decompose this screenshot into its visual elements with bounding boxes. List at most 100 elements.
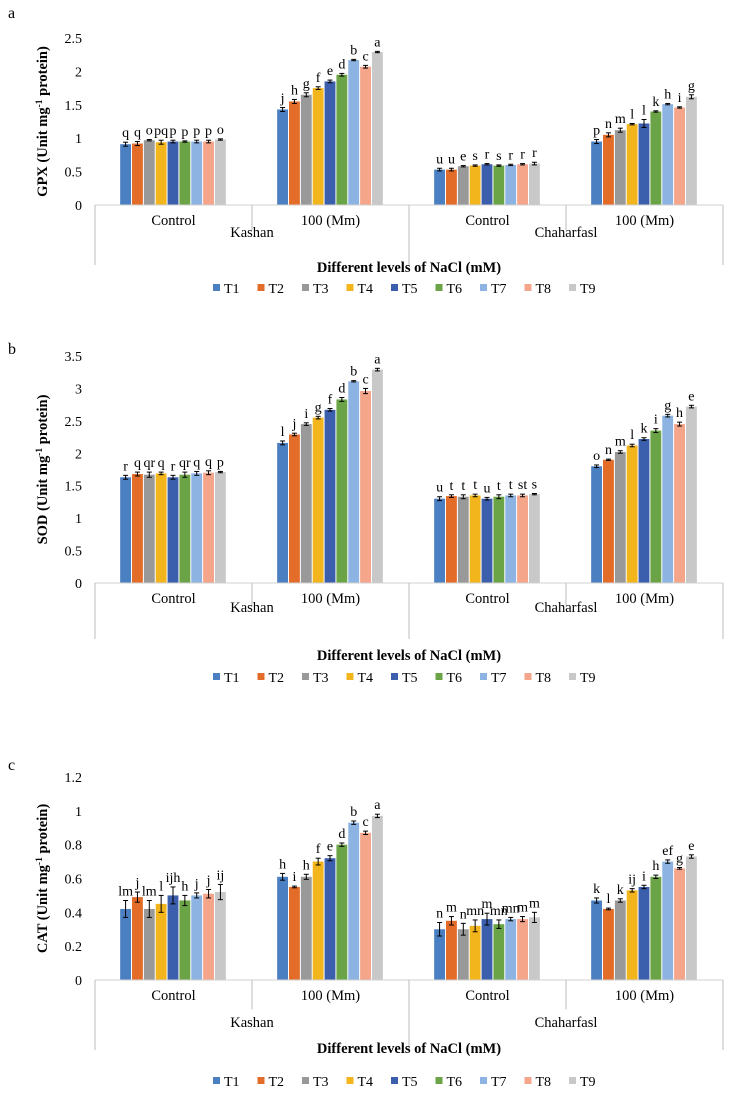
data-label: q [134, 126, 141, 141]
legend-swatch [391, 284, 398, 291]
bar [120, 477, 132, 583]
legend-swatch [391, 1077, 398, 1084]
bar [179, 900, 191, 980]
legend-label: T3 [313, 282, 329, 297]
data-label: q [205, 455, 212, 470]
bar [662, 415, 674, 583]
bar [312, 861, 324, 980]
legend-label: T6 [447, 671, 463, 686]
legend-swatch [302, 1077, 309, 1084]
legend-swatch [391, 673, 398, 680]
data-label: c [362, 49, 368, 64]
bar [289, 101, 300, 205]
legend-label: T7 [491, 671, 507, 686]
data-label: c [362, 372, 368, 387]
bar [277, 876, 289, 980]
bar [457, 929, 469, 980]
legend-swatch [257, 1077, 265, 1084]
data-label: mn [466, 904, 484, 919]
bar [155, 142, 167, 205]
bar [650, 111, 662, 205]
data-label: i [304, 407, 308, 422]
y-tick-label: 2 [75, 447, 82, 462]
group-label: Kashan [230, 600, 274, 616]
bar [203, 141, 214, 205]
legend-swatch [302, 284, 309, 291]
y-tick-label: 0.6 [65, 873, 83, 888]
data-label: t [461, 479, 465, 494]
legend-swatch [480, 1077, 487, 1084]
bar [481, 498, 493, 583]
bar [155, 903, 167, 981]
y-tick-label: 1 [75, 805, 82, 820]
legend-label: T5 [402, 282, 418, 297]
bar [179, 141, 191, 205]
data-label: ijh [166, 871, 181, 886]
data-label: d [338, 57, 345, 72]
bar [371, 815, 383, 980]
chart-b: b 0 0.5 1 1.5 2 2.5 3 3.5 SOD (Unit mg-1 protein)… [8, 341, 724, 686]
data-label: q [158, 456, 165, 471]
x-tick-label: Control [151, 213, 195, 229]
bar [457, 166, 469, 205]
bar [685, 96, 697, 205]
data-label: j [206, 873, 211, 888]
x-tick-label: Control [465, 988, 509, 1004]
data-label: p [217, 455, 224, 470]
bar [650, 876, 662, 980]
y-tick-label: 1.5 [65, 99, 83, 114]
legend-label: T8 [536, 1075, 552, 1090]
bar [191, 473, 203, 583]
bar [674, 107, 685, 205]
bar [203, 472, 214, 583]
data-label: f [316, 842, 321, 857]
y-tick-label: 3 [75, 382, 82, 397]
bar [336, 74, 348, 206]
data-label: q [193, 455, 200, 470]
bar [179, 474, 191, 583]
data-label: g [688, 79, 695, 94]
data-label: j [291, 417, 296, 432]
data-label: m [615, 435, 626, 450]
legend-swatch [435, 1077, 443, 1084]
data-label: ij [217, 868, 225, 883]
bar [638, 886, 650, 980]
bar [203, 893, 214, 980]
data-label: ij [628, 873, 636, 888]
data-label: m [446, 901, 457, 916]
bar [674, 424, 685, 583]
x-tick-label: 100 (Mm) [301, 213, 360, 229]
bar [312, 88, 324, 205]
legend-label: T9 [580, 1075, 596, 1090]
data-label: r [520, 148, 525, 163]
bar [167, 477, 179, 583]
data-label: i [678, 91, 682, 106]
bar [348, 60, 360, 205]
data-label: a [374, 798, 381, 813]
y-tick-label: 1 [75, 512, 82, 527]
bar [132, 897, 143, 980]
bar [155, 473, 167, 583]
legend-swatch [524, 673, 532, 680]
bar [214, 472, 226, 583]
data-label: p [193, 124, 200, 139]
bar [650, 430, 662, 583]
legend-swatch [480, 673, 487, 680]
bar [132, 143, 143, 205]
data-label: qr [143, 456, 155, 471]
y-tick-label: 3.5 [65, 350, 83, 365]
data-label: s [472, 149, 477, 164]
bar [300, 424, 312, 583]
bar [603, 908, 614, 980]
bar [685, 856, 697, 980]
legend-label: T1 [224, 1075, 240, 1090]
bar [167, 895, 179, 980]
legend-label: T7 [491, 282, 507, 297]
bar [324, 81, 336, 205]
bar [662, 104, 674, 205]
data-label: l [630, 428, 634, 443]
data-label: u [448, 152, 455, 167]
bar [626, 890, 638, 980]
legend-swatch [569, 1077, 576, 1084]
data-label: g [315, 400, 322, 415]
